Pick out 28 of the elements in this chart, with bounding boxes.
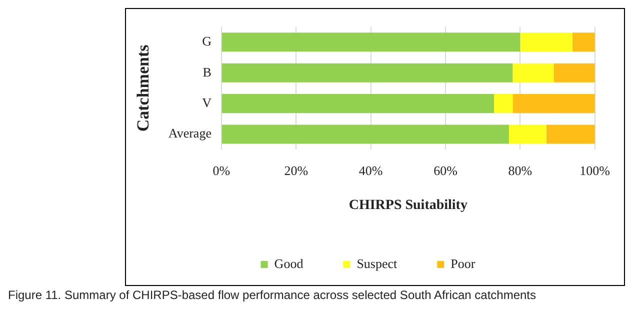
x-tick-label: 20% xyxy=(284,162,308,178)
bar xyxy=(554,63,595,82)
bar xyxy=(494,94,513,114)
bar xyxy=(508,124,546,144)
legend-label: Suspect xyxy=(356,256,398,271)
x-tick-label: 0% xyxy=(212,162,230,178)
legend-label: Poor xyxy=(450,256,476,271)
x-tick-label: 100% xyxy=(580,162,610,178)
x-tick-label: 60% xyxy=(434,162,458,178)
bar xyxy=(222,124,509,144)
bar xyxy=(546,124,595,144)
bar xyxy=(512,94,595,114)
y-axis-title: Catchments xyxy=(134,44,153,132)
x-tick-label: 40% xyxy=(358,162,383,178)
legend-label: Good xyxy=(274,256,304,271)
bar xyxy=(572,32,595,52)
bar xyxy=(222,32,520,52)
bar xyxy=(222,63,513,82)
y-tick-label: V xyxy=(202,94,212,110)
x-tick-label: 80% xyxy=(508,162,532,178)
y-tick-label: B xyxy=(202,64,212,80)
bar xyxy=(512,63,554,82)
bar xyxy=(520,32,572,52)
y-tick-label: G xyxy=(202,34,212,49)
bar xyxy=(222,94,494,114)
caption: Figure 11. Summary of CHIRPS-based flow performance across selected South African catchments xyxy=(8,288,538,302)
y-tick-label: Average xyxy=(168,126,212,141)
x-axis-title: CHIRPS Suitability xyxy=(348,198,468,214)
